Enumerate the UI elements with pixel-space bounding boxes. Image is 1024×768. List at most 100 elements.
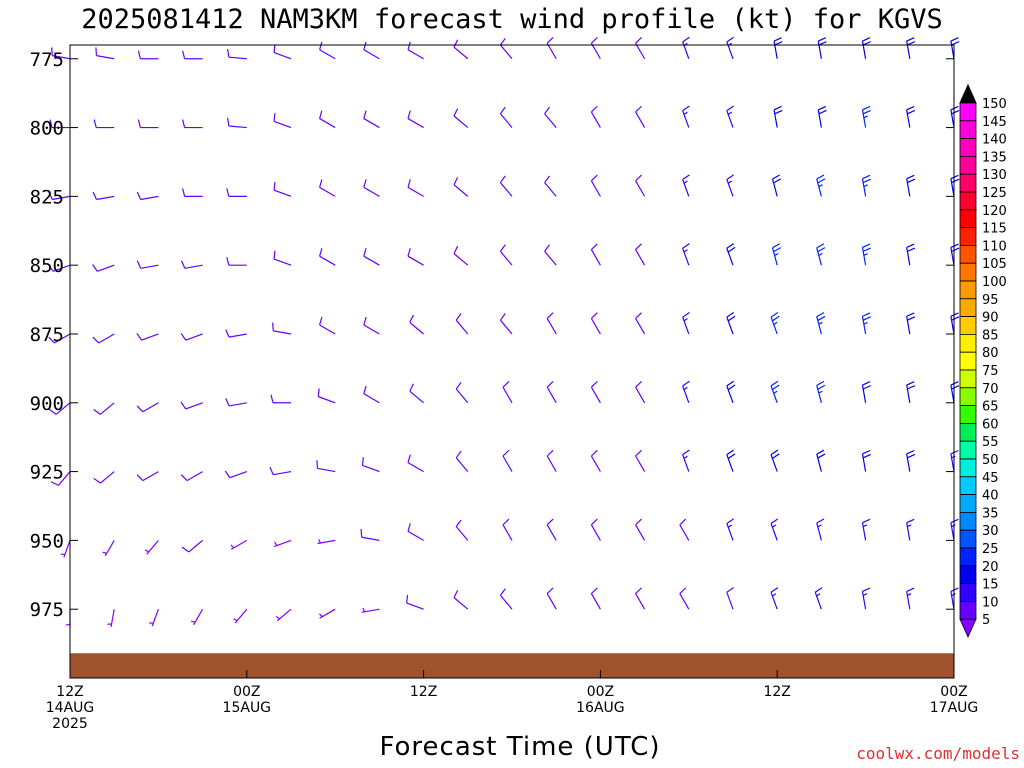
barb-staff	[817, 40, 822, 59]
barb-staff	[52, 264, 71, 272]
colorbar-top-arrow	[959, 83, 977, 104]
barb-feather	[48, 191, 53, 200]
barb-feather	[499, 37, 506, 46]
barb-staff	[228, 56, 247, 60]
barb-staff	[816, 385, 822, 403]
barb-feather	[726, 587, 735, 593]
wind-barb	[317, 538, 336, 545]
barb-feather	[863, 321, 868, 325]
wind-barb	[230, 539, 248, 550]
barb-feather	[818, 321, 823, 325]
barb-feather	[772, 243, 781, 249]
barb-feather	[362, 607, 366, 613]
wind-barb	[499, 37, 513, 60]
barb-feather	[453, 245, 459, 254]
barb-feather	[65, 623, 71, 626]
barb-staff	[363, 118, 380, 129]
barb-staff	[906, 109, 911, 128]
wind-barb	[950, 174, 960, 197]
wind-barb	[136, 260, 159, 269]
barb-feather	[275, 615, 280, 620]
barb-feather	[499, 106, 506, 115]
barb-feather	[770, 587, 779, 593]
wind-barb	[407, 41, 424, 60]
barb-feather	[906, 381, 915, 386]
barb-feather	[407, 110, 411, 119]
wind-barb	[406, 594, 424, 610]
barb-staff	[97, 264, 115, 272]
colorbar-swatch	[959, 405, 977, 424]
barb-feather	[862, 587, 871, 593]
barb-feather	[951, 41, 960, 46]
wind-barb	[319, 179, 336, 197]
barb-feather	[590, 587, 598, 595]
barb-feather	[950, 587, 959, 593]
barb-feather	[862, 316, 871, 321]
barb-feather	[363, 110, 367, 119]
wind-barb	[407, 248, 424, 266]
barb-feather	[907, 109, 916, 115]
colorbar-swatch	[959, 601, 977, 620]
barb-feather	[726, 311, 735, 318]
wind-barb	[453, 39, 469, 60]
barb-staff	[455, 526, 469, 541]
wind-barb	[861, 381, 871, 403]
wind-barb	[817, 37, 827, 59]
barb-staff	[98, 333, 115, 344]
barb-feather	[635, 37, 642, 44]
barb-feather	[95, 47, 98, 56]
wind-barb	[635, 243, 646, 266]
barb-staff	[407, 49, 424, 60]
barb-staff	[635, 180, 646, 197]
wind-barb	[275, 608, 292, 622]
barb-feather	[102, 551, 107, 554]
wind-barb	[816, 380, 826, 403]
barb-staff	[950, 591, 955, 610]
barb-feather	[136, 260, 142, 269]
barb-staff	[590, 111, 601, 128]
barb-feather	[862, 105, 871, 111]
barb-feather	[137, 50, 141, 59]
barb-feather	[906, 587, 915, 593]
barb-feather	[360, 528, 363, 538]
wind-barb	[453, 177, 469, 197]
barb-feather	[726, 174, 735, 180]
barb-staff	[273, 120, 292, 129]
y-tick-label: 875	[30, 324, 64, 346]
barb-feather	[862, 174, 871, 180]
wind-barb	[682, 449, 690, 472]
barb-feather	[906, 105, 915, 111]
credit-link[interactable]: coolwx.com/models	[856, 744, 1020, 763]
wind-barb	[906, 587, 915, 610]
barb-feather	[318, 613, 323, 618]
barb-staff	[140, 195, 159, 201]
wind-barb	[906, 518, 915, 541]
barb-feather	[363, 316, 367, 326]
colorbar-swatch	[959, 387, 977, 406]
colorbar-label: 110	[982, 239, 1007, 254]
wind-barb	[92, 191, 115, 201]
barb-feather	[863, 184, 868, 188]
colorbar-swatch	[959, 209, 977, 229]
barb-feather	[774, 252, 779, 257]
x-axis-title: Forecast Time (UTC)	[379, 732, 661, 762]
barb-staff	[635, 524, 646, 541]
barb-feather	[318, 538, 321, 544]
barb-feather	[816, 449, 825, 455]
wind-barb	[318, 608, 336, 619]
barb-feather	[907, 385, 916, 390]
barb-feather	[590, 105, 598, 113]
barb-feather	[319, 248, 323, 257]
barb-staff	[52, 55, 71, 60]
barb-staff	[635, 318, 646, 335]
barb-feather	[499, 313, 506, 321]
wind-barb	[726, 311, 736, 335]
wind-barb	[635, 312, 646, 335]
barb-feather	[453, 39, 459, 48]
wind-barb	[770, 380, 780, 403]
barb-staff	[590, 593, 601, 610]
barb-feather	[182, 50, 186, 59]
colorbar-swatch	[959, 138, 977, 157]
colorbar-swatch	[959, 333, 977, 353]
